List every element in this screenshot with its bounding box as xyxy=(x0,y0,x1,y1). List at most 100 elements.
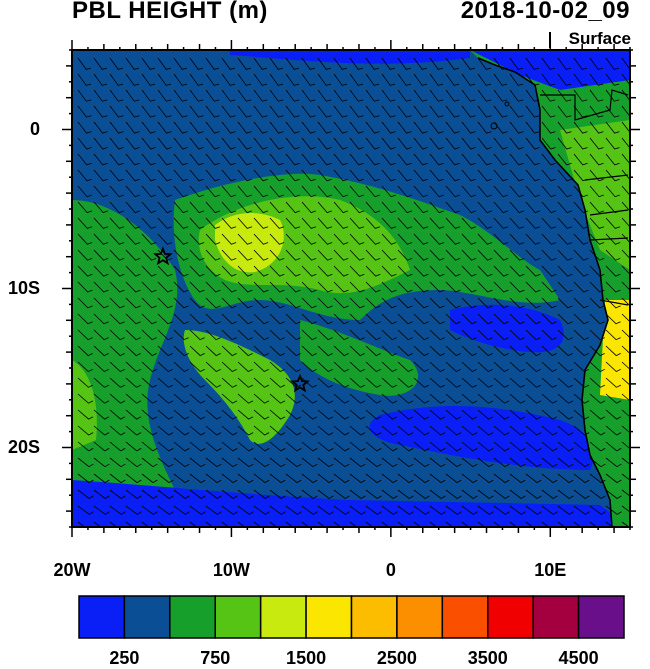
colorbar xyxy=(78,595,625,639)
wind-barb xyxy=(509,505,526,515)
wind-barb xyxy=(605,169,620,182)
wind-barb xyxy=(141,105,156,118)
wind-barb xyxy=(365,505,382,515)
lat-tick-label: 10S xyxy=(7,277,40,298)
wind-barb xyxy=(157,345,173,357)
wind-barb xyxy=(285,233,301,245)
wind-barb xyxy=(173,345,189,357)
wind-barb xyxy=(493,457,510,468)
wind-barb xyxy=(509,521,518,527)
wind-barb xyxy=(525,153,540,166)
wind-barb xyxy=(141,409,158,420)
wind-barb xyxy=(189,73,204,86)
wind-barb xyxy=(557,473,574,484)
wind-barb xyxy=(125,137,140,150)
wind-barb xyxy=(189,361,205,372)
wind-barb xyxy=(317,473,334,484)
wind-barb xyxy=(333,521,342,527)
wind-barb xyxy=(461,409,478,420)
wind-barb xyxy=(253,377,270,388)
wind-barb xyxy=(413,393,430,404)
wind-barb xyxy=(205,233,221,245)
wind-barb xyxy=(125,105,140,118)
wind-barb xyxy=(445,457,462,468)
wind-barb xyxy=(317,105,332,118)
wind-barb xyxy=(525,281,541,293)
pbl-region-west xyxy=(72,200,180,500)
wind-barb xyxy=(109,345,125,357)
wind-barb xyxy=(301,201,317,214)
wind-barb xyxy=(77,409,94,420)
wind-barb xyxy=(109,233,125,245)
wind-barb xyxy=(93,249,109,261)
wind-barb xyxy=(589,489,606,499)
wind-barb xyxy=(605,457,622,468)
wind-barb xyxy=(477,57,491,70)
wind-barb xyxy=(413,121,428,134)
wind-barb xyxy=(621,249,630,260)
coastline xyxy=(477,57,613,527)
wind-barb xyxy=(541,121,556,134)
wind-barb xyxy=(381,57,395,70)
wind-barb xyxy=(93,185,108,198)
wind-barb xyxy=(525,505,542,515)
wind-barb xyxy=(621,265,630,275)
wind-barb xyxy=(237,249,253,261)
wind-barb xyxy=(621,297,630,307)
wind-barb xyxy=(269,217,285,229)
wind-barb xyxy=(189,233,205,245)
wind-barb xyxy=(77,473,94,484)
wind-barb xyxy=(237,281,253,293)
wind-barb xyxy=(557,345,573,357)
wind-barb xyxy=(253,505,270,515)
wind-barb xyxy=(509,313,525,325)
wind-barb xyxy=(333,345,349,357)
wind-barb xyxy=(477,505,494,515)
wind-barb xyxy=(109,457,126,468)
wind-barb xyxy=(93,281,109,293)
wind-barb xyxy=(621,153,630,165)
wind-barb xyxy=(157,441,174,452)
wind-barb xyxy=(493,73,508,86)
wind-barb xyxy=(205,169,220,182)
wind-barb xyxy=(109,505,126,515)
wind-barb xyxy=(301,313,317,325)
wind-barb xyxy=(253,217,269,229)
wind-barb xyxy=(349,57,363,70)
wind-barb xyxy=(221,89,236,102)
wind-barb xyxy=(397,361,413,372)
wind-barb xyxy=(301,505,318,515)
wind-barb xyxy=(525,473,542,484)
wind-barb xyxy=(205,361,221,372)
wind-barb xyxy=(509,329,525,341)
wind-barb xyxy=(125,249,141,261)
wind-barb xyxy=(109,297,125,309)
wind-barb xyxy=(189,185,204,198)
wind-barb xyxy=(365,185,380,198)
wind-barb xyxy=(541,329,557,341)
wind-barb xyxy=(525,105,540,118)
wind-barb xyxy=(77,169,92,182)
wind-barb xyxy=(365,217,381,229)
wind-barb xyxy=(557,217,573,229)
wind-barb xyxy=(509,121,524,134)
wind-barb xyxy=(381,265,397,277)
wind-barb xyxy=(429,393,446,404)
wind-barb xyxy=(93,393,110,404)
wind-barb xyxy=(541,297,557,309)
wind-barb xyxy=(381,505,398,515)
wind-barb xyxy=(141,393,158,404)
wind-barb xyxy=(333,201,349,214)
wind-barb xyxy=(317,73,332,86)
wind-barb xyxy=(541,249,557,261)
wind-barb xyxy=(429,425,446,436)
wind-barb xyxy=(429,249,445,261)
wind-barb xyxy=(77,233,93,245)
wind-barb xyxy=(157,121,172,134)
wind-barb xyxy=(189,265,205,277)
wind-barb xyxy=(189,473,206,484)
wind-barb xyxy=(141,201,157,214)
wind-barb xyxy=(173,201,189,214)
wind-barb xyxy=(237,265,253,277)
wind-barb xyxy=(445,169,460,182)
